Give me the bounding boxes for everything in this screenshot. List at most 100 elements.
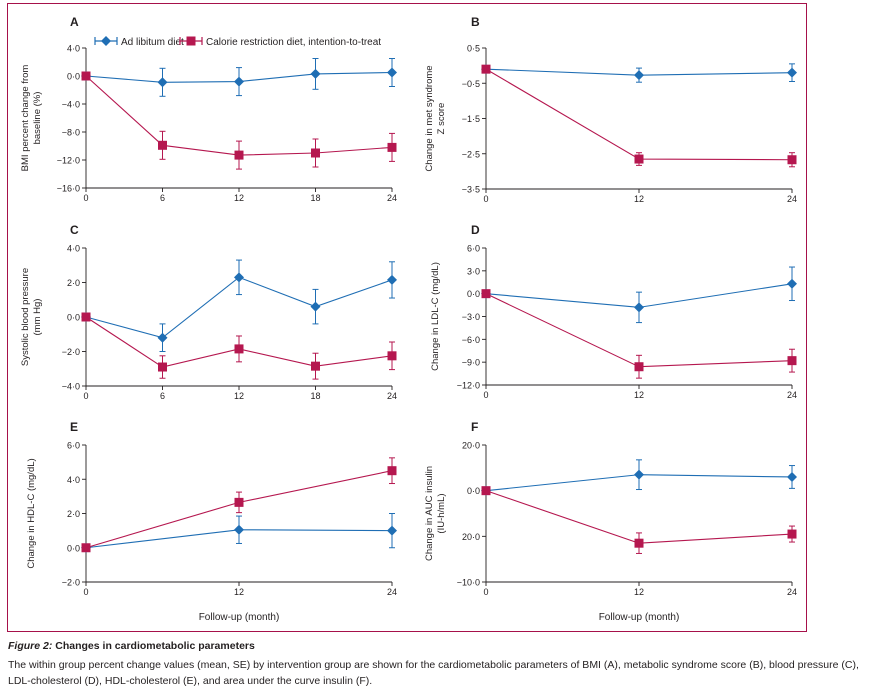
x-tick-label: 24 [787,390,797,400]
square-marker [387,142,397,152]
y-tick-label: 4·0 [67,475,80,485]
x-tick-label: 6 [160,193,165,203]
panel-letter: D [471,223,480,237]
y-tick-label: −10·0 [457,578,480,588]
diamond-marker [101,36,111,46]
panel-b: B 0·5 −0·5 −1·5 −2·5 −3·50 12 24 Change in met s… [424,15,797,204]
y-tick-label: 4·0 [67,44,80,54]
diamond-marker [234,272,244,283]
diamond-marker [157,77,168,88]
y-tick-label: −12·0 [457,381,480,391]
square-marker [787,356,797,366]
panel-e: E 6·0 4·0 2·0 0·0 −2·00 12 24 Follow-up (month) C… [26,420,397,623]
y-tick-label: −2·0 [62,347,80,357]
series-calorie-restriction [481,486,797,554]
y-tick-label: −0·5 [462,79,480,89]
panel-letter: F [471,420,478,434]
x-tick-label: 0 [83,193,88,203]
x-tick-label: 0 [483,194,488,204]
y-tick-label: 2·0 [67,278,80,288]
y-tick-label: 0·5 [467,44,480,54]
square-marker [634,154,644,164]
y-axis-label: BMI percent change from [20,65,31,172]
y-axis-label: baseline (%) [32,92,43,145]
series-ad-libitum [481,63,797,83]
panel-letter: C [70,223,79,237]
y-tick-label: 6·0 [67,441,80,451]
panel-letter: E [70,420,78,434]
y-tick-label: −3·5 [462,185,480,195]
y-axis-label: Systolic blood pressure [20,268,31,366]
panel-d: D 6·0 3·0 0·0 −3·0 −6·0 −9·0 −12·00 12 24 Change i… [430,223,797,400]
x-tick-label: 18 [310,391,320,401]
square-marker [634,538,644,548]
series-ad-libitum [81,58,397,97]
diamond-marker [157,332,168,343]
square-marker [481,289,491,299]
square-marker [387,466,397,476]
x-tick-label: 0 [483,390,488,400]
square-marker [787,529,797,539]
x-tick-label: 24 [787,587,797,597]
series-calorie-restriction [481,64,797,168]
square-marker [634,362,644,372]
y-axis-label: Change in LDL-C (mg/dL) [430,262,441,371]
x-tick-label: 24 [787,194,797,204]
diamond-marker [787,278,797,289]
y-tick-label: 4·0 [67,244,80,254]
figure-frame [7,3,807,632]
series-ad-libitum [81,259,397,352]
figure-caption-heading: Changes in cardiometabolic parameters [55,640,255,652]
series-calorie-restriction [81,71,397,170]
x-tick-label: 18 [310,193,320,203]
y-tick-label: 0·0 [467,486,480,496]
y-tick-label: −9·0 [462,358,480,368]
y-axis-label: (mm Hg) [32,299,43,336]
y-tick-label: 3·0 [467,266,480,276]
diamond-marker [387,274,397,285]
y-axis-label: (IU-h/mL) [436,493,447,533]
square-marker [158,362,167,372]
x-tick-label: 0 [483,587,488,597]
x-tick-label: 0 [83,587,88,597]
x-tick-label: 12 [234,391,244,401]
y-axis-label: Z score [436,103,447,135]
x-tick-label: 6 [160,391,165,401]
y-tick-label: −6·0 [462,335,480,345]
panel-c: C 4·0 2·0 0·0 −2·0 −4·00 6 12 18 24 Systolic blood… [20,223,397,401]
y-tick-label: −8·0 [62,128,80,138]
x-axis-label: Follow-up (month) [199,612,280,623]
y-tick-label: −16·0 [57,184,80,194]
square-marker [81,71,91,81]
series-ad-libitum [81,513,397,553]
legend-label: Ad libitum diet [121,37,184,48]
square-marker [481,486,491,496]
diamond-marker [634,469,644,480]
y-tick-label: −1·5 [462,114,480,124]
diamond-marker [234,76,244,87]
x-tick-label: 0 [83,391,88,401]
square-marker [234,497,244,507]
y-tick-label: −2·5 [462,149,480,159]
series-calorie-restriction [481,289,797,379]
x-axis-label: Follow-up (month) [599,612,680,623]
figure-caption-title: Figure 2: Changes in cardiometabolic par… [8,640,255,652]
x-tick-label: 12 [234,587,244,597]
legend-label: Calorie restriction diet, intention-to-t… [206,37,381,48]
x-tick-label: 12 [634,587,644,597]
diamond-marker [634,70,644,81]
x-tick-label: 12 [634,390,644,400]
square-marker [387,351,397,361]
x-tick-label: 12 [234,193,244,203]
square-marker [234,150,244,160]
panel-letter: B [471,15,480,29]
series-line [485,68,793,161]
y-tick-label: 6·0 [467,244,480,254]
x-tick-label: 24 [387,391,397,401]
panel-a: A 4·0 0·0 −4·0 −8·0 −12·0 −16·00 6 12 18 24 BMI per… [20,15,397,203]
y-axis-label: Change in AUC insulin [424,466,435,561]
diamond-marker [310,301,321,312]
diamond-marker [387,67,397,78]
y-tick-label: −12·0 [57,156,80,166]
x-tick-label: 24 [387,587,397,597]
